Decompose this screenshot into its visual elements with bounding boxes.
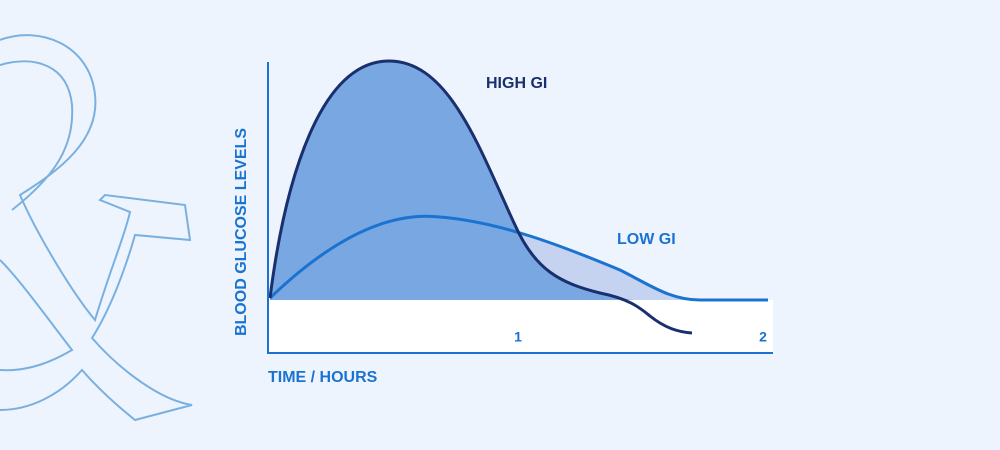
x-tick-label: 2	[759, 329, 767, 345]
x-tick-label: 1	[514, 329, 522, 345]
high-gi-curve	[268, 59, 693, 335]
high-gi-area	[270, 60, 635, 300]
curve-label: LOW GI	[617, 231, 676, 248]
x-axis-label: TIME / HOURS	[268, 369, 378, 386]
curve-label: HIGH GI	[486, 75, 547, 92]
baseline-band	[268, 300, 773, 353]
low-gi-curve	[268, 214, 768, 302]
ampersand-decoration	[0, 34, 193, 422]
y-axis-label: BLOOD GLUCOSE LEVELS	[233, 128, 250, 336]
